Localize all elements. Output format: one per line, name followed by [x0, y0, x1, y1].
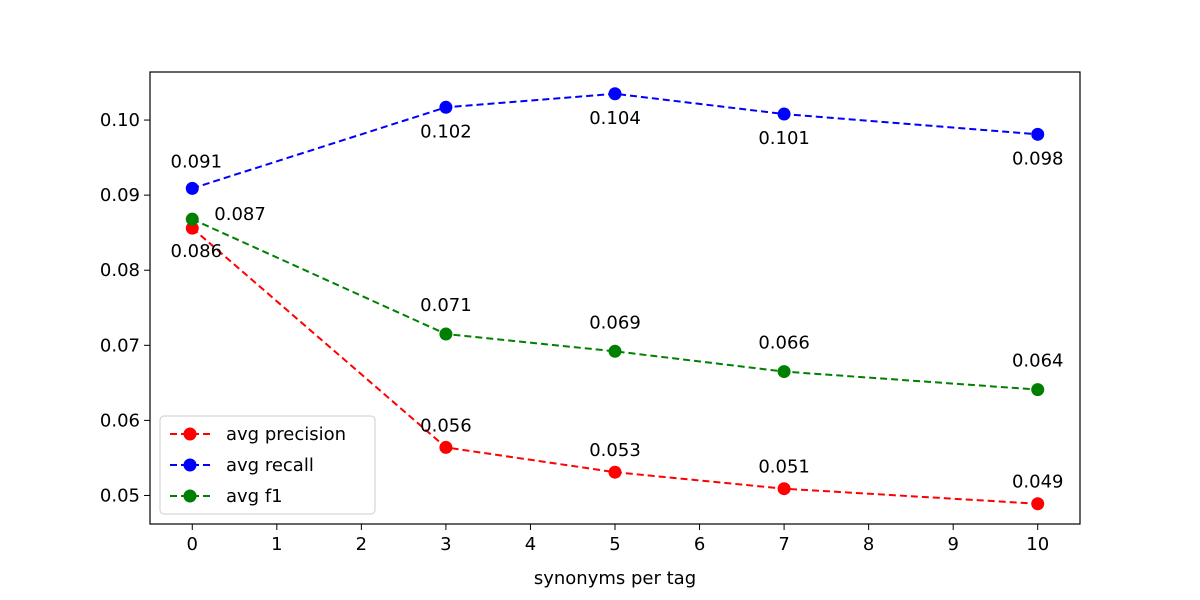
y-tick-label: 0.08 — [100, 260, 140, 281]
data-label: 0.051 — [758, 457, 810, 478]
data-label: 0.087 — [214, 204, 266, 225]
y-tick-label: 0.09 — [100, 185, 140, 206]
x-tick-label: 6 — [694, 534, 705, 555]
x-tick-label: 1 — [271, 534, 282, 555]
data-label: 0.102 — [420, 121, 472, 142]
data-point — [185, 221, 199, 235]
y-tick-label: 0.05 — [100, 485, 140, 506]
data-point — [185, 181, 199, 195]
legend: avg precision avg recall avg f1 — [159, 415, 376, 515]
legend-label: avg recall — [226, 455, 314, 476]
data-label: 0.064 — [1012, 351, 1064, 372]
y-axis: 0.05 0.06 0.07 0.08 0.09 0.10 — [100, 110, 150, 506]
data-point — [777, 107, 791, 121]
x-tick-label: 10 — [1026, 534, 1049, 555]
data-point — [777, 482, 791, 496]
x-tick-label: 9 — [947, 534, 958, 555]
y-tick-label: 0.07 — [100, 335, 140, 356]
data-label: 0.071 — [420, 295, 472, 316]
x-tick-label: 0 — [187, 534, 198, 555]
data-label: 0.053 — [589, 440, 641, 461]
series-avg-f1: 0.087 0.071 0.069 0.066 0.064 — [185, 204, 1064, 397]
legend-item: avg precision — [170, 424, 346, 445]
plot-area: 0.086 0.056 0.053 0.051 0.049 0.091 0.102 0.104… — [171, 87, 1064, 511]
x-tick-label: 2 — [356, 534, 367, 555]
data-point — [1031, 497, 1045, 511]
legend-marker — [183, 427, 197, 441]
legend-item: avg f1 — [170, 486, 283, 507]
data-label: 0.098 — [1012, 148, 1064, 169]
data-point — [608, 465, 622, 479]
data-point — [608, 344, 622, 358]
data-label: 0.101 — [758, 128, 810, 149]
data-label: 0.091 — [171, 151, 223, 172]
data-label: 0.086 — [171, 241, 223, 262]
x-tick-label: 4 — [525, 534, 536, 555]
series-avg-precision: 0.086 0.056 0.053 0.051 0.049 — [171, 221, 1064, 511]
data-point — [1031, 127, 1045, 141]
data-label: 0.066 — [758, 333, 810, 354]
data-label: 0.104 — [589, 108, 641, 129]
x-axis-title: synonyms per tag — [534, 568, 696, 589]
data-label: 0.049 — [1012, 472, 1064, 493]
data-point — [185, 212, 199, 226]
data-point — [439, 327, 453, 341]
data-label: 0.056 — [420, 415, 472, 436]
x-tick-label: 3 — [440, 534, 451, 555]
y-tick-label: 0.10 — [100, 110, 140, 131]
legend-marker — [183, 458, 197, 472]
y-tick-label: 0.06 — [100, 410, 140, 431]
data-point — [777, 365, 791, 379]
data-point — [608, 87, 622, 101]
legend-item: avg recall — [170, 455, 314, 476]
legend-box — [159, 415, 376, 515]
x-axis: 0 1 2 3 4 5 6 7 8 9 10 — [187, 524, 1049, 555]
x-tick-label: 7 — [778, 534, 789, 555]
data-point — [439, 100, 453, 114]
series-avg-recall: 0.091 0.102 0.104 0.101 0.098 — [171, 87, 1064, 195]
x-tick-label: 5 — [609, 534, 620, 555]
data-point — [1031, 383, 1045, 397]
legend-marker — [183, 489, 197, 503]
data-label: 0.069 — [589, 312, 641, 333]
legend-label: avg f1 — [226, 486, 283, 507]
legend-label: avg precision — [226, 424, 346, 445]
data-point — [439, 440, 453, 454]
x-tick-label: 8 — [863, 534, 874, 555]
